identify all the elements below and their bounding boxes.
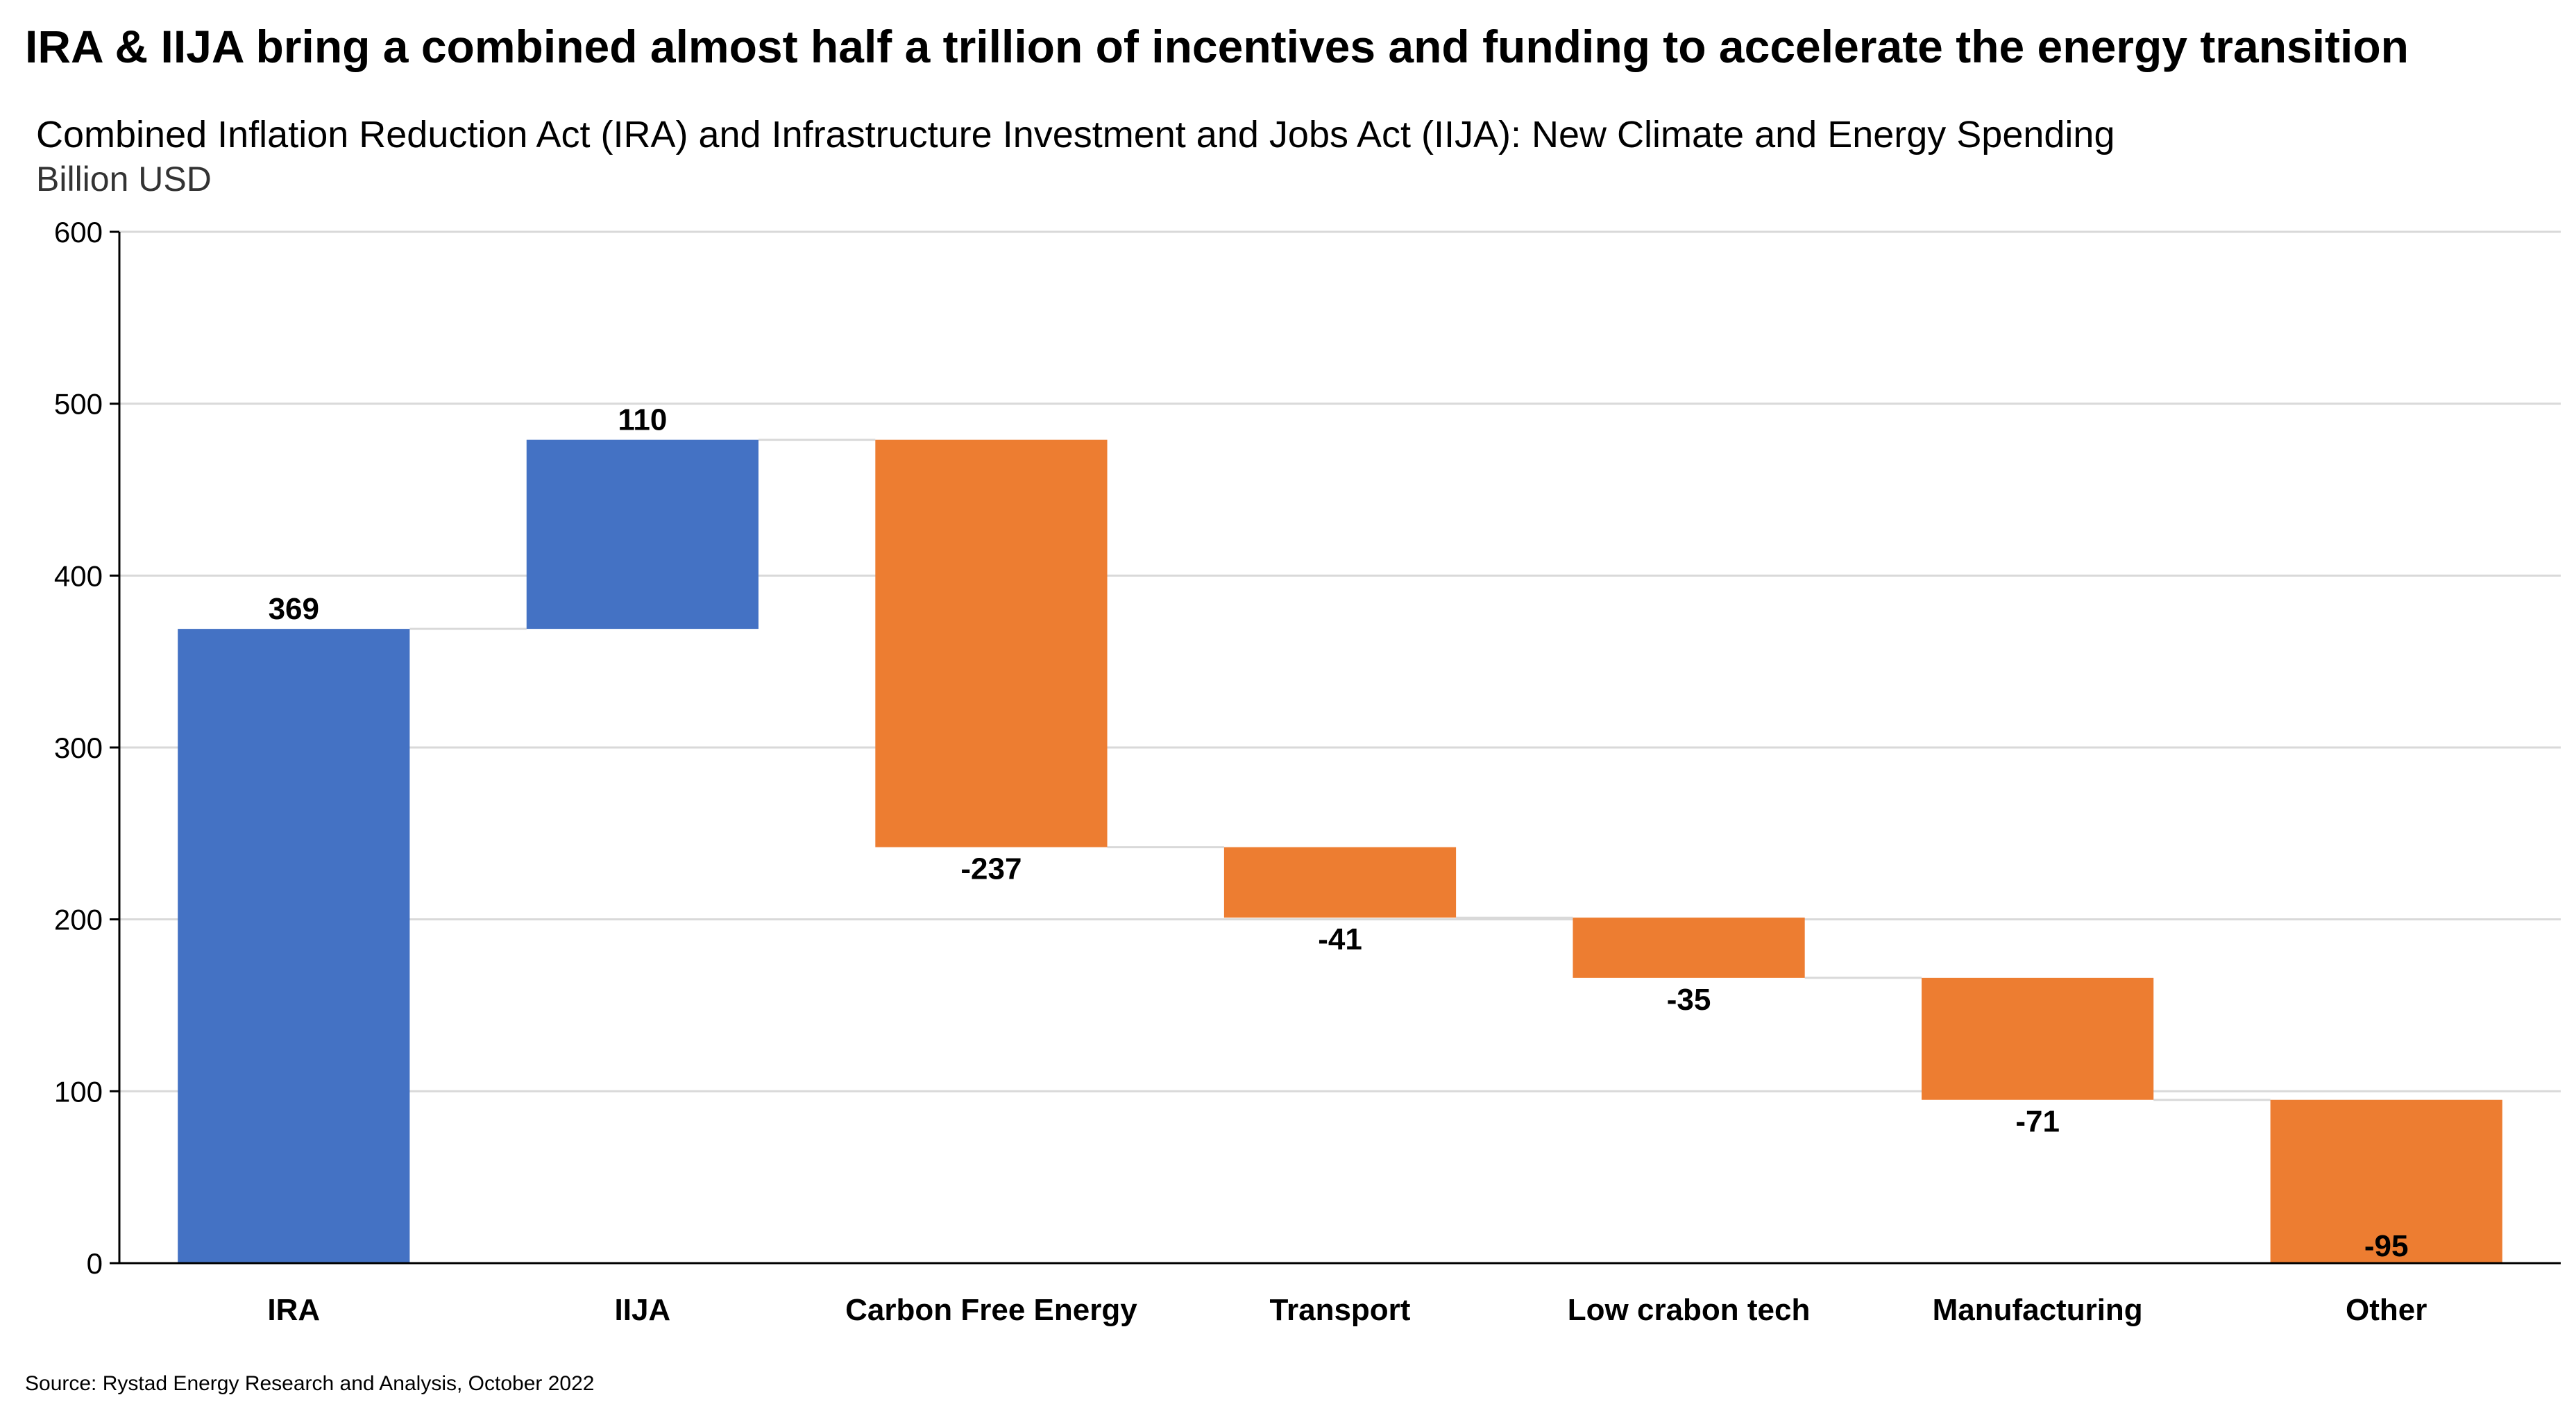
bar-manufacturing (1922, 977, 2154, 1100)
labels: 0 100 200 300 400 500 600 369 IRA 110 IIJA -237 Carb… (54, 216, 2427, 1327)
y-tick-label-300: 300 (54, 732, 103, 764)
bar-ira (178, 629, 410, 1263)
chart-title: Combined Inflation Reduction Act (IRA) a… (36, 114, 2115, 155)
x-tick-label-1: IIJA (615, 1293, 671, 1327)
data-label-0: 369 (269, 592, 319, 626)
bar-iija (526, 439, 759, 629)
x-tick-label-2: Carbon Free Energy (845, 1293, 1137, 1327)
bar-carbon-free-energy (875, 439, 1108, 847)
x-tick-label-0: IRA (267, 1293, 320, 1327)
data-label-3: -41 (1318, 922, 1362, 956)
x-tick-label-5: Manufacturing (1933, 1293, 2143, 1327)
data-label-5: -71 (2015, 1105, 2060, 1139)
x-tick-label-4: Low crabon tech (1568, 1293, 1811, 1327)
data-label-1: 110 (618, 403, 667, 437)
y-tick-label-600: 600 (54, 216, 103, 248)
x-tick-label-3: Transport (1270, 1293, 1411, 1327)
data-label-6: -95 (2364, 1229, 2409, 1263)
gridlines (119, 230, 2561, 1092)
axes (110, 230, 2561, 1265)
x-tick-label-6: Other (2346, 1293, 2427, 1327)
y-tick-label-200: 200 (54, 904, 103, 936)
y-tick-label-500: 500 (54, 388, 103, 421)
connectors (409, 439, 2271, 1101)
bar-other (2270, 1099, 2502, 1263)
y-tick-label-400: 400 (54, 559, 103, 592)
data-label-2: -237 (960, 852, 1022, 886)
bars (178, 439, 2502, 1263)
data-label-4: -35 (1667, 983, 1711, 1017)
bar-transport (1223, 847, 1457, 918)
bar-low-crabon-tech (1573, 918, 1805, 978)
chart-headline: IRA & IIJA bring a combined almost half … (25, 21, 2409, 72)
y-tick-label-0: 0 (87, 1247, 103, 1280)
y-axis-unit-label: Billion USD (36, 160, 212, 198)
y-tick-label-100: 100 (54, 1075, 103, 1108)
source-note: Source: Rystad Energy Research and Analy… (25, 1372, 595, 1395)
